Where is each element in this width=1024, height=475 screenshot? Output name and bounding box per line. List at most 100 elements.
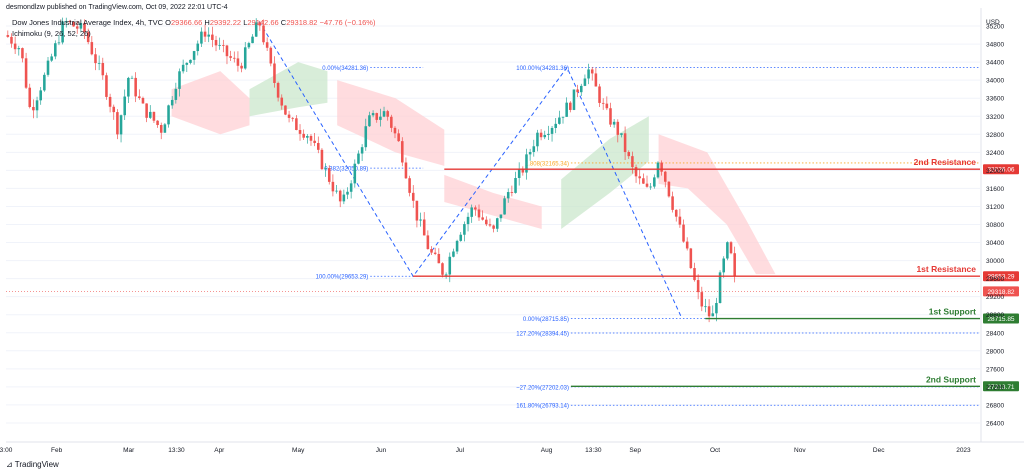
candle-body: [222, 45, 225, 46]
candle-body: [174, 88, 178, 100]
candle-body: [682, 224, 685, 242]
candle-body: [459, 234, 463, 241]
candle-body: [419, 219, 422, 221]
candle-body: [656, 162, 660, 178]
candle-body: [207, 34, 210, 37]
candle-body: [627, 152, 631, 157]
candle-body: [433, 252, 437, 254]
fib-label: 1.808(32165.34): [525, 161, 569, 167]
candle-body: [291, 117, 294, 119]
fib-label: 100.00%(34281.36): [516, 66, 569, 72]
candle-body: [254, 22, 258, 37]
last-price-badge: [983, 286, 1019, 297]
candle-body: [616, 121, 620, 135]
y-tick-label: 28400: [986, 330, 1004, 337]
candle-body: [638, 176, 641, 179]
candle-body: [170, 99, 174, 106]
candle-body: [579, 85, 583, 93]
candle-body: [127, 77, 130, 97]
candle-body: [251, 36, 254, 44]
candle-body: [572, 89, 576, 110]
candle-body: [488, 224, 492, 226]
candle-body: [346, 191, 349, 195]
fib-label: 0.00%(28715.85): [523, 317, 569, 323]
y-tick-label: 31600: [986, 186, 1004, 193]
candle-body: [273, 63, 276, 83]
candle-body: [547, 133, 550, 135]
y-tick-label: 30400: [986, 240, 1004, 247]
candle-body: [189, 59, 192, 63]
candle-body: [477, 209, 481, 218]
candle-body: [236, 58, 240, 66]
candle-body: [707, 306, 711, 317]
candle-body: [280, 97, 284, 106]
y-tick-label: 30000: [986, 258, 1004, 265]
x-tick-label: Feb: [51, 447, 63, 454]
fib-label: 127.20%(28394.45): [516, 332, 569, 338]
candle-body: [50, 56, 53, 61]
candle-body: [470, 207, 473, 217]
candle-body: [704, 306, 707, 308]
candle-body: [455, 240, 459, 252]
level-price-badge: [983, 381, 1019, 392]
candle-body: [185, 62, 189, 65]
candle-body: [514, 178, 517, 193]
last-price-label: 29318.82: [987, 289, 1014, 296]
candle-body: [258, 22, 262, 26]
candle-body: [415, 200, 419, 221]
candle-body: [64, 20, 68, 22]
candle-body: [550, 127, 554, 134]
candle-body: [159, 125, 163, 133]
fib-label: 161.80%(26793.14): [516, 404, 569, 410]
candle-body: [335, 190, 338, 192]
candle-body: [225, 45, 229, 57]
candle-body: [295, 118, 298, 131]
candle-body: [492, 225, 495, 229]
candle-body: [43, 74, 46, 91]
candle-body: [536, 132, 539, 147]
candle-body: [320, 149, 324, 170]
open-label: O: [165, 18, 171, 27]
candle-body: [474, 207, 477, 210]
cloud-segment: [561, 116, 649, 230]
currency-label: USD: [986, 19, 1000, 26]
candle-body: [57, 42, 61, 44]
y-tick-label: 28800: [986, 312, 1004, 319]
x-tick-label: Mar: [123, 447, 135, 454]
level-price-label: 27213.71: [987, 384, 1014, 391]
symbol-name: Dow Jones Industrial Average Index, 4h, …: [12, 18, 164, 27]
candle-body: [576, 89, 579, 93]
candle-body: [298, 130, 302, 134]
x-tick-label: Aug: [541, 447, 553, 454]
published-header: desmondlzw published on TradingView.com,…: [6, 4, 228, 11]
y-tick-label: 27200: [986, 384, 1004, 391]
candle-body: [32, 106, 35, 111]
y-tick-label: 29600: [986, 276, 1004, 283]
candle-body: [642, 178, 645, 184]
candle-body: [422, 219, 426, 236]
candle-body: [590, 69, 594, 74]
low-value: 29142.66: [247, 18, 279, 27]
candle-body: [448, 256, 452, 275]
candle-body: [108, 96, 112, 107]
candle-body: [211, 34, 214, 40]
candle-body: [495, 218, 499, 229]
candle-body: [156, 120, 159, 126]
change-value: −47.76 (−0.16%): [319, 18, 376, 27]
candle-body: [368, 115, 371, 127]
candle-body: [353, 163, 357, 184]
zigzag-pattern: [258, 21, 683, 319]
y-tick-label: 32400: [986, 150, 1004, 157]
x-tick-label: Oct: [710, 447, 720, 454]
high-label: H: [204, 18, 210, 27]
candle-body: [116, 112, 119, 135]
candle-body: [101, 62, 105, 76]
y-tick-label: 34800: [986, 42, 1004, 49]
candle-body: [517, 168, 521, 179]
candle-body: [123, 96, 126, 116]
candle-body: [382, 111, 386, 117]
y-tick-label: 28000: [986, 348, 1004, 355]
candle-body: [528, 151, 532, 155]
tradingview-logo[interactable]: ⊿ TradingView: [6, 460, 59, 469]
